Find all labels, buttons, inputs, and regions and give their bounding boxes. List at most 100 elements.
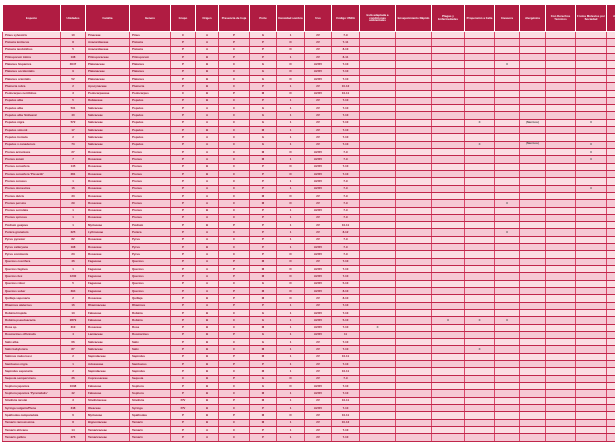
table-cell[interactable] <box>431 418 465 427</box>
table-cell[interactable]: Fabaceae <box>85 389 130 398</box>
table-cell[interactable] <box>464 104 495 113</box>
table-cell[interactable] <box>575 221 607 230</box>
table-cell[interactable]: 145 <box>60 162 86 171</box>
column-header[interactable]: Alergénica <box>519 4 546 32</box>
column-header[interactable]: Uso <box>304 4 332 32</box>
table-cell[interactable]: 7-10 <box>331 140 360 150</box>
table-cell[interactable]: 1 <box>276 323 305 332</box>
table-row[interactable]: Quillaja saponaria 2 Rosaceae Quillaja P B P M D… <box>2 294 615 303</box>
table-cell[interactable]: M <box>249 155 277 164</box>
table-cell[interactable]: 7-10 <box>331 433 360 442</box>
table-cell[interactable] <box>575 45 607 54</box>
table-cell[interactable] <box>545 45 576 54</box>
table-row[interactable]: Populus nigra 572 Salicaceae Populus P A C G 1 2V… <box>2 118 615 128</box>
table-cell[interactable]: M <box>249 264 277 274</box>
table-cell[interactable] <box>464 126 495 135</box>
table-cell[interactable]: Lythraceae <box>85 228 130 237</box>
table-cell[interactable]: A <box>195 301 219 310</box>
table-row[interactable]: Rosmarinus officinalis 4 Lamiaceae Rosmarin… <box>2 330 615 340</box>
table-cell[interactable] <box>606 396 615 405</box>
table-cell[interactable]: P <box>170 264 196 274</box>
table-cell[interactable] <box>395 155 432 164</box>
table-cell[interactable]: D <box>276 38 305 47</box>
cell-species-name[interactable]: Podocarpus neriifolius <box>2 89 61 98</box>
table-cell[interactable] <box>359 111 396 120</box>
table-cell[interactable]: B <box>195 162 219 171</box>
table-cell[interactable]: X <box>464 345 495 354</box>
table-cell[interactable]: X <box>431 316 465 325</box>
table-cell[interactable]: G <box>249 111 277 120</box>
table-cell[interactable] <box>545 104 576 113</box>
cell-species-name[interactable]: Tamarix ramosissima <box>2 418 61 427</box>
table-cell[interactable] <box>431 82 465 91</box>
table-cell[interactable]: 10-11 <box>331 411 360 420</box>
table-cell[interactable] <box>359 38 396 47</box>
table-cell[interactable]: P <box>170 213 196 223</box>
table-cell[interactable]: 2V <box>304 221 332 230</box>
table-cell[interactable] <box>464 177 495 186</box>
table-cell[interactable] <box>464 96 495 106</box>
table-cell[interactable]: Rosaceae <box>85 191 130 201</box>
table-cell[interactable]: Prunus <box>129 191 171 201</box>
table-cell[interactable] <box>494 250 520 259</box>
table-cell[interactable] <box>494 191 520 201</box>
table-cell[interactable]: Fabaceae <box>85 316 130 325</box>
table-cell[interactable]: Myrtaceae <box>85 221 130 230</box>
table-row[interactable]: Sambucus nigra 1 Adoxaceae Sambucus P B P P 1 2V 7… <box>2 360 615 369</box>
table-cell[interactable] <box>606 250 615 259</box>
table-cell[interactable] <box>606 381 615 391</box>
cell-species-name[interactable]: Syringa vulgaris/Plena <box>2 403 61 413</box>
table-cell[interactable]: M <box>249 126 277 135</box>
table-cell[interactable] <box>431 396 465 405</box>
table-cell[interactable]: D <box>276 257 305 267</box>
table-cell[interactable] <box>575 396 607 405</box>
table-cell[interactable]: 2V <box>304 367 332 376</box>
cell-species-name[interactable]: Pittosporum tobira <box>2 52 61 62</box>
cell-species-name[interactable]: Tamarix gallica <box>2 433 61 442</box>
table-cell[interactable]: Rosaceae <box>85 250 130 259</box>
table-cell[interactable] <box>519 38 546 47</box>
table-cell[interactable]: Tamarix <box>129 418 171 427</box>
table-cell[interactable] <box>395 411 432 420</box>
table-cell[interactable]: Tamaricaceae <box>85 425 130 435</box>
table-cell[interactable] <box>575 425 607 435</box>
table-cell[interactable] <box>431 425 465 435</box>
table-cell[interactable]: A <box>195 155 219 164</box>
table-cell[interactable] <box>519 425 546 435</box>
table-cell[interactable]: B <box>195 381 219 391</box>
table-cell[interactable]: 1 <box>276 367 305 376</box>
table-cell[interactable]: G <box>249 118 277 128</box>
table-cell[interactable] <box>464 206 495 215</box>
table-cell[interactable] <box>545 162 576 171</box>
table-cell[interactable]: X <box>606 330 615 340</box>
table-cell[interactable]: X <box>464 316 495 325</box>
table-cell[interactable] <box>494 330 520 340</box>
table-cell[interactable]: X <box>606 118 615 128</box>
table-cell[interactable]: 2V <box>304 338 332 347</box>
table-cell[interactable]: P <box>249 360 277 369</box>
table-cell[interactable]: C <box>218 67 250 76</box>
table-cell[interactable] <box>575 308 607 318</box>
table-cell[interactable]: 23 <box>60 250 86 259</box>
table-cell[interactable]: P <box>170 60 196 69</box>
table-cell[interactable] <box>431 169 465 179</box>
table-cell[interactable]: Podocarpus <box>129 89 171 98</box>
table-cell[interactable]: AV/2V <box>304 286 332 296</box>
table-cell[interactable]: P <box>249 301 277 310</box>
table-cell[interactable]: C <box>218 111 250 120</box>
table-cell[interactable] <box>359 301 396 310</box>
table-cell[interactable] <box>431 67 465 76</box>
table-cell[interactable] <box>464 381 495 391</box>
table-cell[interactable]: A <box>195 199 219 208</box>
table-cell[interactable]: P <box>170 74 196 84</box>
table-row[interactable]: Platanus hispanica 3047 Platanaceae Platanu… <box>2 60 615 69</box>
table-cell[interactable]: 7-10 <box>331 111 360 120</box>
table-cell[interactable]: C <box>218 169 250 179</box>
table-cell[interactable]: 1 <box>60 221 86 230</box>
table-cell[interactable]: A <box>195 250 219 259</box>
table-cell[interactable]: 1 <box>276 235 305 245</box>
table-cell[interactable] <box>575 133 607 142</box>
table-cell[interactable] <box>575 38 607 47</box>
table-cell[interactable] <box>464 199 495 208</box>
table-cell[interactable]: 2V <box>304 418 332 427</box>
